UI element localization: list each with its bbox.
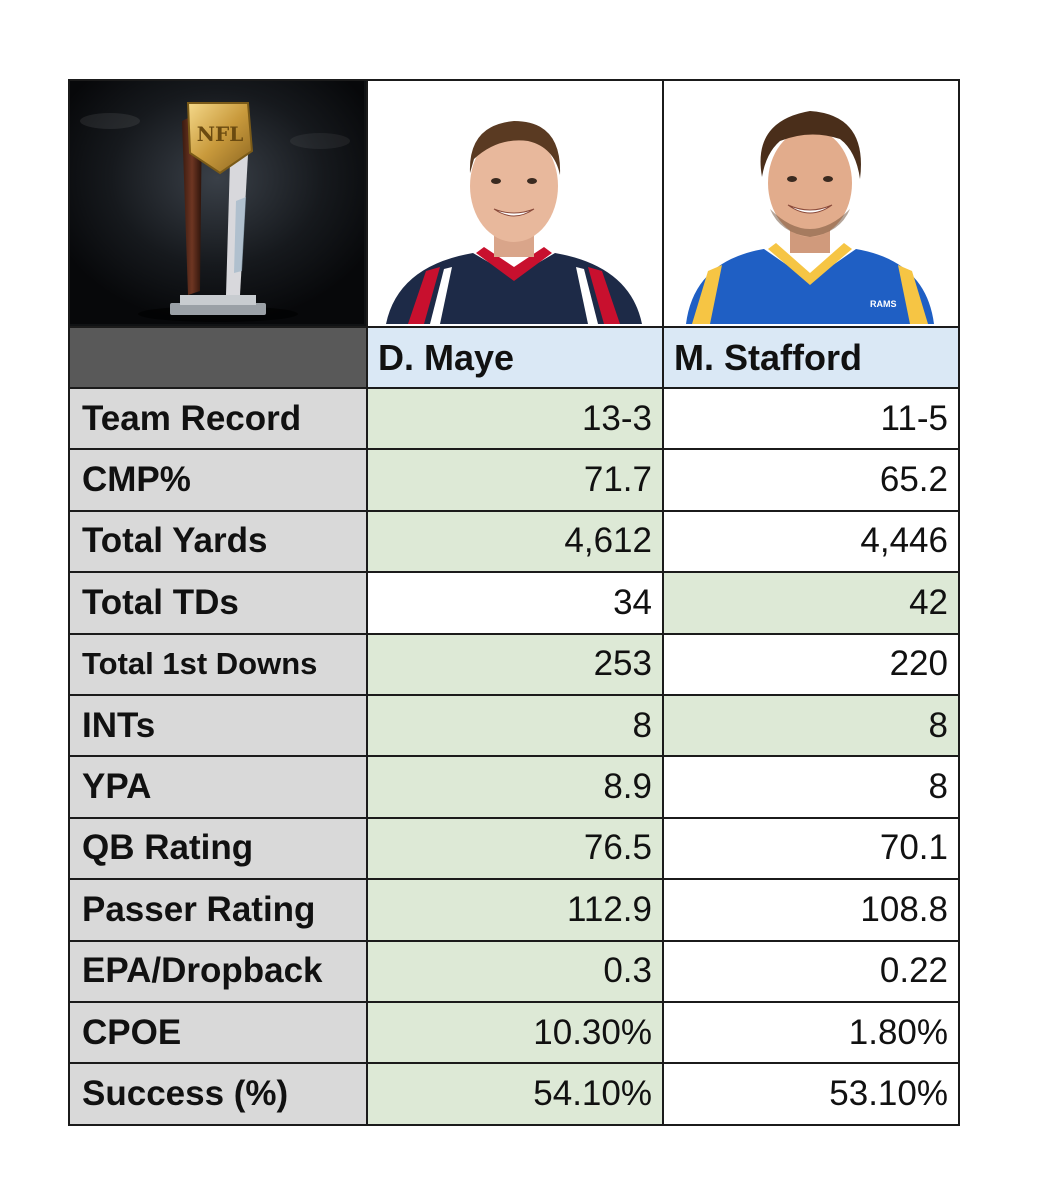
stat-label: EPA/Dropback — [68, 939, 368, 1003]
stat-value-d-maye: 0.3 — [366, 939, 664, 1003]
svg-text:NFL: NFL — [197, 122, 244, 146]
stat-label: YPA — [68, 755, 368, 819]
stat-value-d-maye: 54.10% — [366, 1062, 664, 1126]
table-row: Total Yards 4,612 4,446 — [68, 509, 960, 574]
table-row: QB Rating 76.5 70.1 — [68, 816, 960, 881]
image-row: NFL — [68, 79, 960, 328]
stat-label: CMP% — [68, 448, 368, 512]
table-row: Total TDs 34 42 — [68, 571, 960, 635]
table-row: CMP% 71.7 65.2 — [68, 448, 960, 512]
table-row: EPA/Dropback 0.3 0.22 — [68, 939, 960, 1003]
stat-value-d-maye: 253 — [366, 632, 664, 696]
stat-value-m-stafford: 220 — [662, 632, 960, 696]
table-row: Passer Rating 112.9 108.8 — [68, 878, 960, 942]
table-row: Total 1st Downs 253 220 — [68, 632, 960, 696]
stat-value-d-maye: 8.9 — [366, 755, 664, 819]
stat-label: Team Record — [68, 386, 368, 451]
trophy-icon: NFL — [71, 82, 364, 324]
stat-value-d-maye: 112.9 — [366, 878, 664, 942]
mvp-trophy-image: NFL — [68, 79, 368, 328]
stat-value-d-maye: 34 — [366, 571, 664, 635]
m-stafford-photo: RAMS — [662, 79, 960, 328]
table-row: Success (%) 54.10% 53.10% — [68, 1062, 960, 1126]
stat-label: QB Rating — [68, 816, 368, 881]
stat-label: Success (%) — [68, 1062, 368, 1126]
player-headshot-icon — [386, 121, 642, 324]
stat-value-d-maye: 71.7 — [366, 448, 664, 512]
player-name-d-maye: D. Maye — [366, 326, 664, 389]
stat-value-m-stafford: 42 — [662, 571, 960, 635]
header-blank-cell — [68, 326, 368, 389]
stat-label: CPOE — [68, 1000, 368, 1065]
stat-value-m-stafford: 108.8 — [662, 878, 960, 942]
stat-value-m-stafford: 0.22 — [662, 939, 960, 1003]
stat-value-d-maye: 8 — [366, 693, 664, 758]
stat-value-d-maye: 4,612 — [366, 509, 664, 574]
stat-value-m-stafford: 1.80% — [662, 1000, 960, 1065]
stat-label: Total 1st Downs — [68, 632, 368, 696]
table-row: INTs 8 8 — [68, 693, 960, 758]
table-row: Team Record 13-3 11-5 — [68, 386, 960, 451]
stat-value-d-maye: 76.5 — [366, 816, 664, 881]
stat-value-m-stafford: 53.10% — [662, 1062, 960, 1126]
stat-label: INTs — [68, 693, 368, 758]
stat-value-d-maye: 10.30% — [366, 1000, 664, 1065]
player-name-m-stafford: M. Stafford — [662, 326, 960, 389]
stat-value-m-stafford: 8 — [662, 693, 960, 758]
table-row: CPOE 10.30% 1.80% — [68, 1000, 960, 1065]
stat-value-m-stafford: 4,446 — [662, 509, 960, 574]
player-headshot-icon: RAMS — [686, 111, 934, 324]
stat-value-d-maye: 13-3 — [366, 386, 664, 451]
stat-value-m-stafford: 70.1 — [662, 816, 960, 881]
d-maye-photo — [366, 79, 664, 328]
stat-label: Total Yards — [68, 509, 368, 574]
stat-value-m-stafford: 65.2 — [662, 448, 960, 512]
player-name-row: D. Maye M. Stafford — [68, 326, 960, 389]
table-row: YPA 8.9 8 — [68, 755, 960, 819]
stats-comparison-table: NFL — [68, 79, 960, 1126]
stat-value-m-stafford: 11-5 — [662, 386, 960, 451]
stat-label: Passer Rating — [68, 878, 368, 942]
svg-text:RAMS: RAMS — [870, 299, 897, 309]
stat-value-m-stafford: 8 — [662, 755, 960, 819]
stat-label: Total TDs — [68, 571, 368, 635]
